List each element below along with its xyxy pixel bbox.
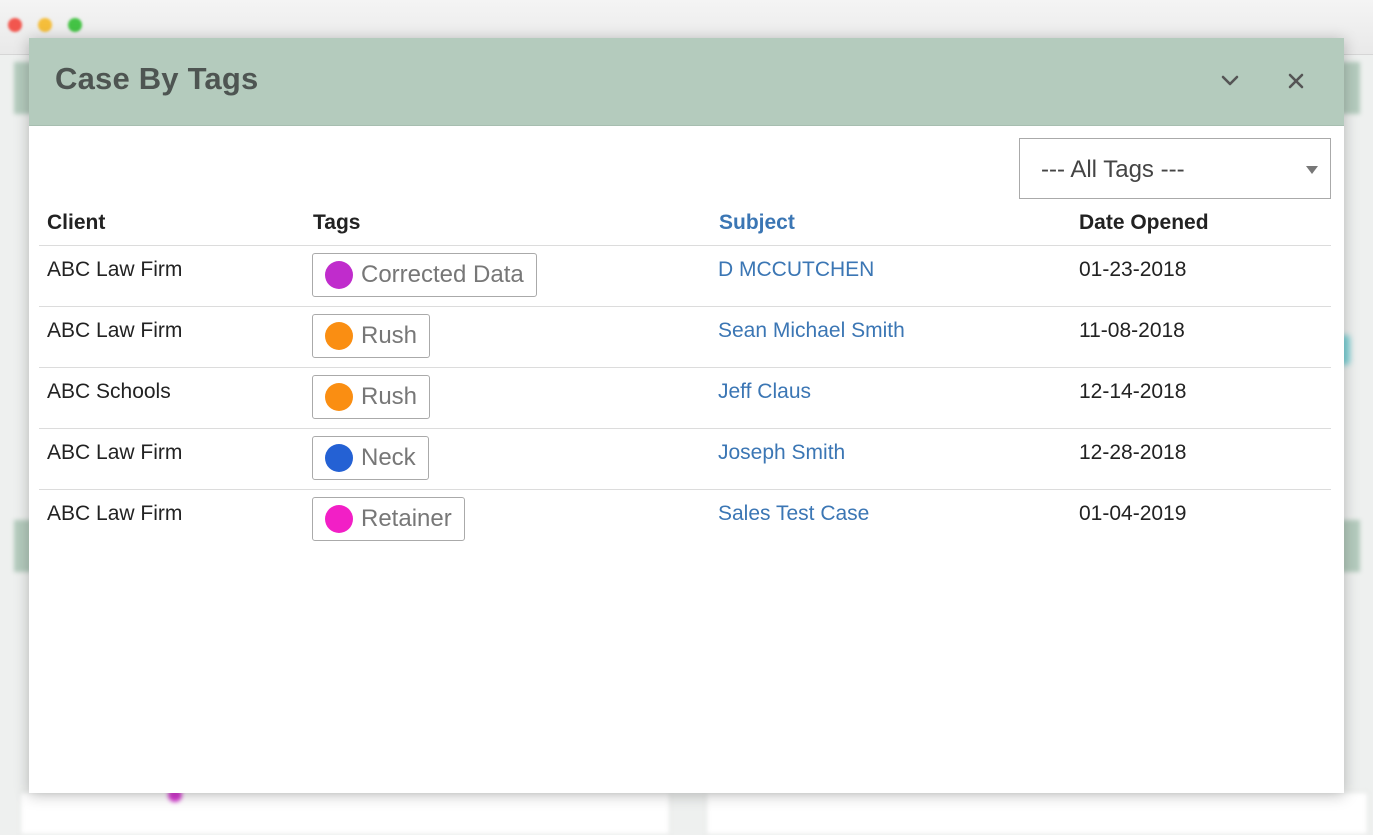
table-row: ABC Schools Rush Jeff Claus 12-14-2018: [39, 368, 1331, 429]
tag-cell: Retainer: [312, 497, 465, 541]
collapse-button[interactable]: [1213, 64, 1247, 98]
tag-color-dot: [325, 383, 353, 411]
client-cell: ABC Law Firm: [47, 258, 183, 281]
case-by-tags-modal: Case By Tags --- All Tags --- Client Tag…: [29, 38, 1344, 793]
tag-cell: Rush: [312, 375, 431, 419]
tag-pill[interactable]: Neck: [312, 436, 429, 480]
tag-pill[interactable]: Rush: [312, 314, 431, 358]
dropdown-arrow-icon: [1306, 166, 1318, 174]
window-zoom-dot[interactable]: [68, 18, 82, 32]
background-panel: [706, 792, 1368, 835]
column-header-date-opened[interactable]: Date Opened: [1079, 211, 1209, 234]
client-cell: ABC Law Firm: [47, 319, 183, 342]
background-panel-header: [1340, 520, 1360, 572]
tag-color-dot: [325, 322, 353, 350]
date-opened-cell: 11-08-2018: [1079, 319, 1185, 342]
subject-link[interactable]: Joseph Smith: [718, 441, 846, 464]
table-row: ABC Law Firm Retainer Sales Test Case 01…: [39, 490, 1331, 550]
tag-filter-value: --- All Tags ---: [1041, 156, 1185, 183]
tag-label: Rush: [361, 383, 418, 410]
table-row: ABC Law Firm Corrected Data D MCCUTCHEN …: [39, 246, 1331, 307]
chevron-down-icon: [1221, 75, 1239, 86]
modal-header: Case By Tags: [29, 38, 1344, 126]
tag-pill[interactable]: Corrected Data: [312, 253, 537, 297]
subject-link[interactable]: Sales Test Case: [718, 502, 870, 525]
tag-filter-select[interactable]: --- All Tags ---: [1019, 138, 1331, 199]
subject-link[interactable]: Sean Michael Smith: [718, 319, 905, 342]
modal-title: Case By Tags: [55, 61, 259, 96]
tag-label: Corrected Data: [361, 261, 524, 288]
client-cell: ABC Law Firm: [47, 441, 183, 464]
table-header: Client Tags Subject Date Opened: [39, 198, 1331, 246]
date-opened-cell: 12-28-2018: [1079, 441, 1187, 464]
background-panel-header: [14, 62, 32, 114]
column-header-client[interactable]: Client: [47, 211, 106, 234]
tag-cell: Corrected Data: [312, 253, 537, 297]
date-opened-cell: 01-04-2019: [1079, 502, 1187, 525]
tag-cell: Rush: [312, 314, 431, 358]
column-header-tags[interactable]: Tags: [313, 211, 361, 234]
tag-color-dot: [325, 505, 353, 533]
subject-link[interactable]: Jeff Claus: [718, 380, 811, 403]
tag-cell: Neck: [312, 436, 429, 480]
table-row: ABC Law Firm Rush Sean Michael Smith 11-…: [39, 307, 1331, 368]
date-opened-cell: 01-23-2018: [1079, 258, 1187, 281]
tag-color-dot: [325, 261, 353, 289]
window-close-dot[interactable]: [8, 18, 22, 32]
background-panel: [20, 792, 670, 835]
window-minimize-dot[interactable]: [38, 18, 52, 32]
background-panel-header: [1340, 62, 1360, 114]
background-panel-header: [14, 520, 32, 572]
subject-link[interactable]: D MCCUTCHEN: [718, 258, 875, 281]
client-cell: ABC Schools: [47, 380, 171, 403]
client-cell: ABC Law Firm: [47, 502, 183, 525]
tag-label: Rush: [361, 322, 418, 349]
close-icon: [1288, 73, 1304, 89]
tag-label: Retainer: [361, 505, 452, 532]
table-row: ABC Law Firm Neck Joseph Smith 12-28-201…: [39, 429, 1331, 490]
tag-color-dot: [325, 444, 353, 472]
close-button[interactable]: [1279, 64, 1313, 98]
tag-label: Neck: [361, 444, 416, 471]
column-header-subject[interactable]: Subject: [719, 211, 795, 234]
cases-table: Client Tags Subject Date Opened ABC Law …: [39, 198, 1331, 550]
date-opened-cell: 12-14-2018: [1079, 380, 1187, 403]
tag-pill[interactable]: Rush: [312, 375, 431, 419]
tag-pill[interactable]: Retainer: [312, 497, 465, 541]
